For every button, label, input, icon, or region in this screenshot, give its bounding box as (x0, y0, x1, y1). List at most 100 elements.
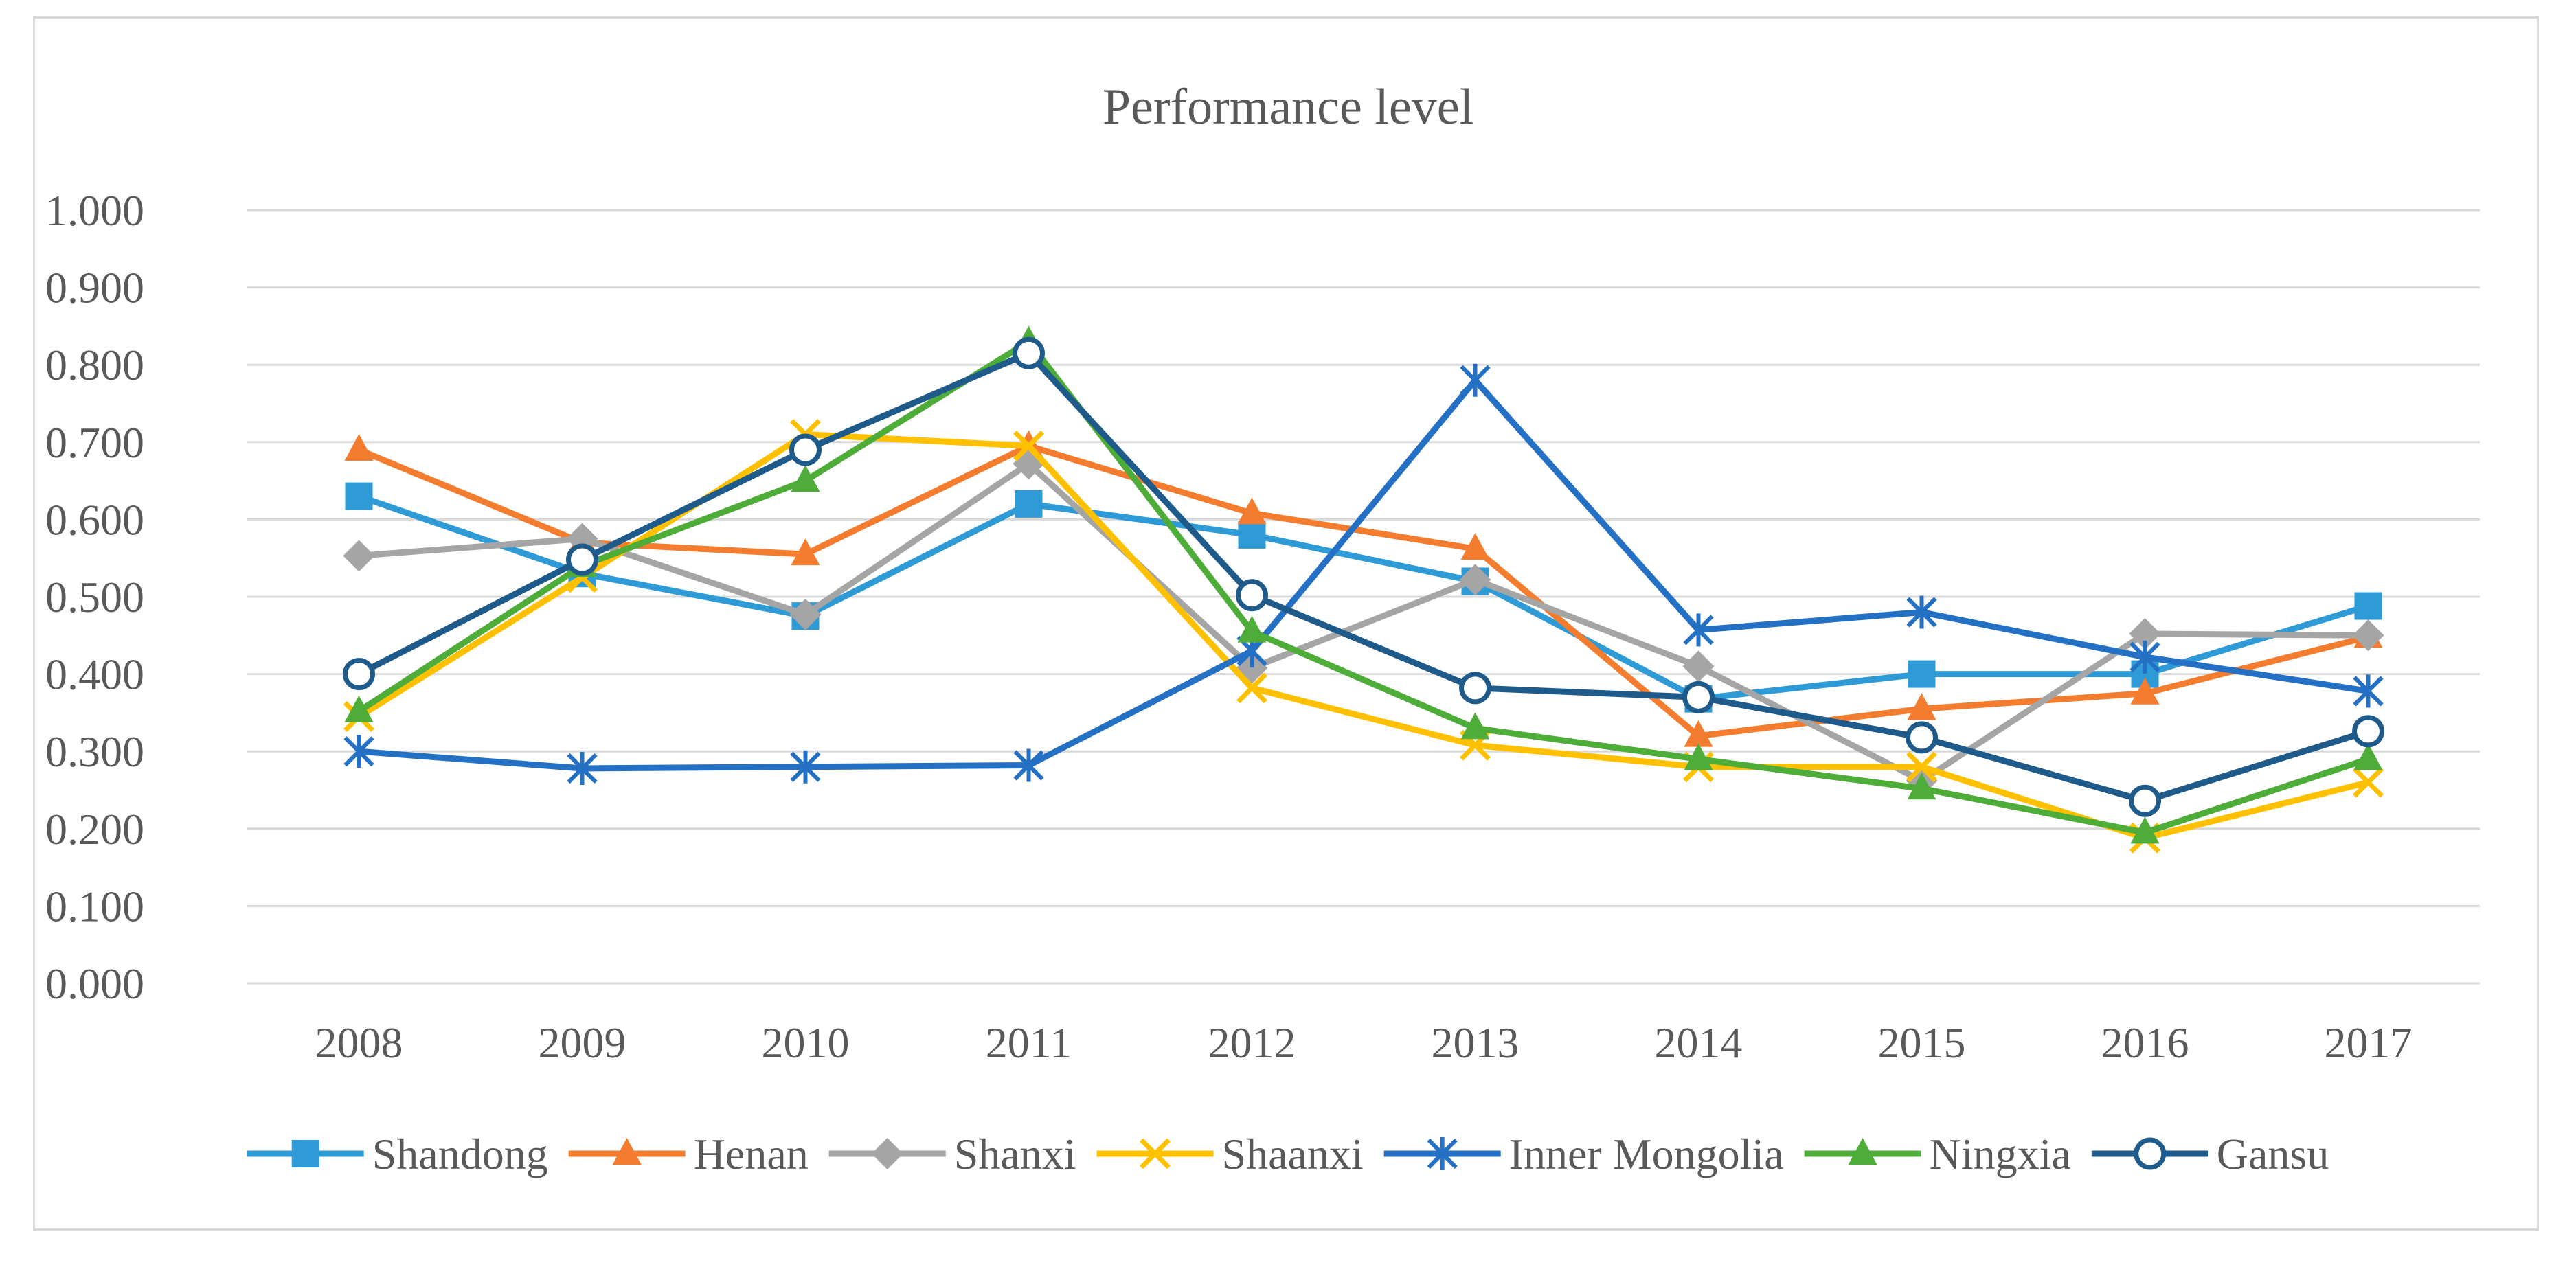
data-point (791, 465, 820, 492)
data-point (1238, 521, 1266, 549)
data-point (1460, 533, 1490, 560)
legend-marker (612, 1138, 642, 1165)
legend-marker (2134, 1137, 2167, 1170)
x-tick-label: 2016 (2101, 1018, 2189, 1067)
legend-marker (1140, 1138, 1171, 1169)
data-point (791, 538, 820, 566)
legend-item: Ningxia (1804, 1130, 2071, 1178)
x-tick-label: 2013 (1432, 1018, 1519, 1067)
series-line (359, 377, 2369, 772)
data-point (2354, 592, 2382, 620)
data-point (1459, 672, 1491, 705)
legend-marker (1848, 1138, 1877, 1165)
data-point (1684, 720, 1713, 747)
data-point (2129, 618, 2161, 650)
legend-label: Shanxi (954, 1130, 1076, 1178)
y-tick-label: 0.200 (45, 805, 144, 854)
legend-item: Shandong (247, 1130, 548, 1178)
data-point (2129, 640, 2160, 674)
data-point (1460, 363, 1491, 397)
gridlines (247, 209, 2480, 985)
data-point (1683, 613, 1714, 647)
data-point (2130, 816, 2160, 844)
x-tick-label: 2009 (539, 1018, 626, 1067)
y-tick-label: 0.500 (45, 573, 144, 621)
data-point (343, 540, 375, 572)
data-point (343, 735, 374, 768)
series (343, 325, 2384, 854)
data-point (344, 695, 374, 722)
data-point (2352, 715, 2384, 748)
data-point (1906, 721, 1938, 754)
data-point (1013, 430, 1044, 461)
legend-label: Shandong (372, 1130, 548, 1178)
x-tick-label: 2010 (762, 1018, 850, 1067)
legend-label: Inner Mongolia (1509, 1130, 1784, 1178)
chart-frame (33, 16, 2539, 1231)
y-tick-label: 0.100 (45, 882, 144, 930)
series-line (357, 442, 2369, 740)
legend-item: Shaanxi (1096, 1130, 1364, 1178)
y-tick-label: 0.400 (45, 650, 144, 699)
data-point (343, 658, 375, 691)
chart-title: Performance level (1103, 79, 1473, 135)
legend-label: Shaanxi (1222, 1130, 1364, 1178)
data-point (1459, 564, 1491, 596)
y-tick-label: 0.900 (45, 264, 144, 312)
data-point (567, 751, 598, 785)
x-tick-label: 2015 (1878, 1018, 1966, 1067)
series-line (359, 460, 2369, 784)
data-point (1682, 650, 1715, 683)
data-point (1908, 660, 1936, 688)
data-point (1907, 693, 1936, 720)
y-tick-label: 0.000 (45, 959, 144, 1008)
series-gansu (343, 336, 2384, 817)
data-point (1236, 579, 1268, 612)
legend-item: Inner Mongolia (1383, 1130, 1784, 1178)
data-point (566, 543, 598, 576)
data-point (1237, 615, 1267, 643)
legend-item: Shanxi (828, 1130, 1076, 1178)
data-point (1236, 672, 1267, 704)
legend-marker (291, 1140, 319, 1167)
data-point (790, 750, 821, 784)
data-point (2353, 674, 2384, 708)
data-point (2353, 743, 2383, 770)
series-shaanxi (343, 419, 2384, 854)
data-point (2130, 677, 2160, 705)
data-point (789, 598, 822, 630)
data-point (1906, 751, 1937, 783)
y-tick-label: 0.600 (45, 495, 144, 544)
x-tick-label: 2017 (2325, 1018, 2413, 1067)
y-tick-label: 0.300 (45, 727, 144, 776)
y-axis-ticks: 0.000 0.100 0.200 0.300 0.400 0.500 0.600 0.700… (45, 186, 144, 1008)
data-point (1013, 336, 1045, 369)
legend-marker (1427, 1137, 1458, 1170)
series-line (358, 493, 2369, 702)
data-point (344, 434, 374, 461)
legend-item: Henan (568, 1130, 809, 1178)
y-tick-label: 0.700 (45, 418, 144, 467)
x-tick-label: 2008 (315, 1018, 403, 1067)
legend-item: Gansu (2091, 1130, 2329, 1178)
legend: Shandong Henan Shanxi Shaanxi Inner Mongolia… (247, 1130, 2329, 1178)
x-axis-ticks: 2008 2009 2010 2011 2012 2013 2014 2015 2016 2017 (315, 1018, 2413, 1067)
data-point (1907, 773, 1936, 800)
series-inner-mongolia (343, 363, 2384, 785)
x-tick-label: 2012 (1208, 1018, 1296, 1067)
data-point (789, 433, 822, 466)
data-point (2352, 619, 2384, 652)
legend-label: Gansu (2217, 1130, 2329, 1178)
series-line (357, 338, 2369, 836)
data-point (1684, 743, 1713, 770)
data-point (1682, 681, 1715, 713)
series-shanxi (343, 448, 2384, 797)
x-tick-label: 2014 (1655, 1018, 1743, 1067)
y-tick-label: 1.000 (45, 186, 144, 235)
x-tick-label: 2011 (986, 1018, 1072, 1067)
data-point (2353, 766, 2384, 798)
y-tick-label: 0.800 (45, 341, 144, 389)
data-point (345, 482, 373, 510)
data-point (1906, 595, 1937, 629)
